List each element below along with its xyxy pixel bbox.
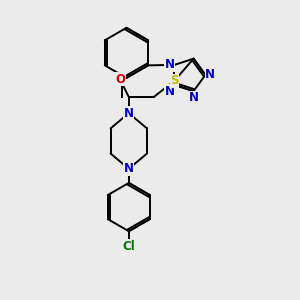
Text: N: N: [124, 162, 134, 175]
Text: O: O: [115, 73, 125, 86]
Text: N: N: [164, 58, 175, 71]
Text: N: N: [206, 68, 215, 81]
Text: N: N: [189, 91, 199, 104]
Text: N: N: [164, 85, 175, 98]
Text: N: N: [124, 106, 134, 120]
Text: Cl: Cl: [122, 240, 135, 253]
Text: S: S: [170, 74, 179, 87]
